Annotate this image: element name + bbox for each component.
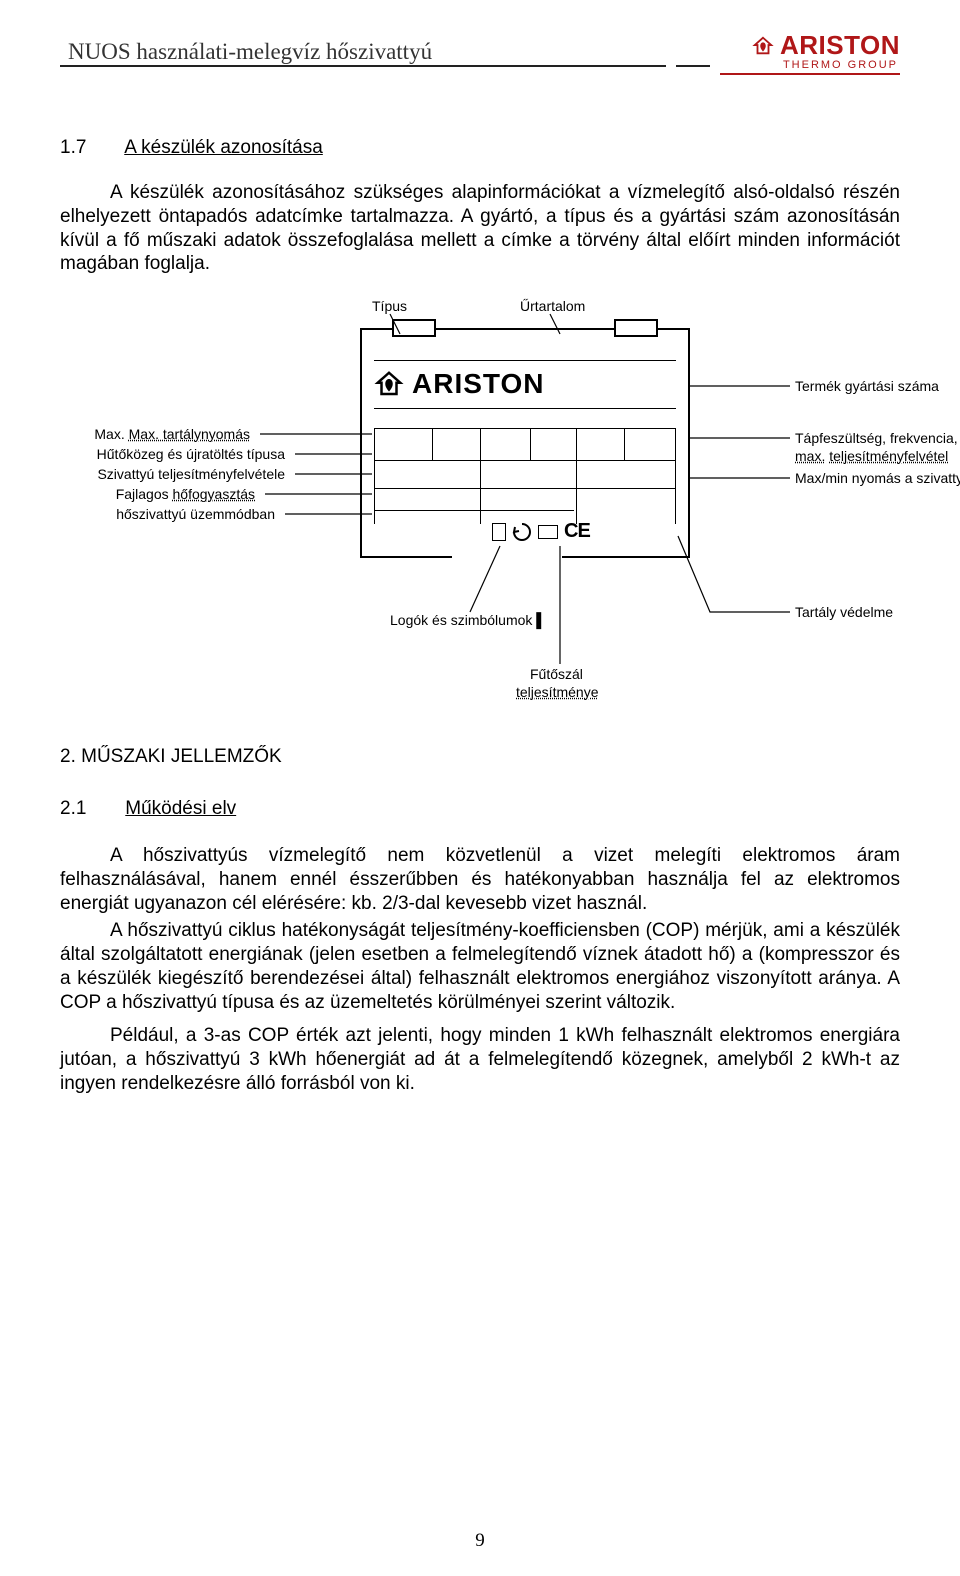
nameplate-diagram: Típus Űrtartalom ARISTON (60, 286, 900, 716)
section-name: Működési elv (125, 798, 236, 819)
label-logos: Logók és szimbólumok ▌ (390, 612, 546, 628)
label-maxmin-pressure: Max/min nyomás a szivattyúban (795, 470, 960, 486)
label-heater-1: Fűtőszál (530, 666, 583, 682)
section-2-1-p3: Például, a 3-as COP érték azt jelenti, h… (60, 1024, 900, 1095)
section-1-7-paragraph: A készülék azonosításához szükséges alap… (60, 181, 900, 276)
section-2-1-heading: 2.1 Működési elv (60, 798, 900, 820)
brand-subtitle: THERMO GROUP (783, 59, 898, 71)
label-pump-power: Szivattyú teljesítményfelvétele (97, 466, 285, 482)
section-num: 2.1 (60, 798, 120, 820)
label-heater-2: teljesítménye (516, 684, 598, 700)
label-max-tank-pressure: Max. Max. tartálynyomás (94, 426, 250, 442)
rule-short (676, 65, 710, 67)
rule-long (60, 65, 666, 67)
brand-name: ARISTON (780, 30, 900, 61)
label-hp-mode: hőszivattyú üzemmódban (116, 506, 275, 522)
label-refrigerant: Hűtőközeg és újratöltés típusa (97, 446, 285, 462)
section-2-1-p2: A hőszivattyú ciklus hatékonyságát telje… (60, 919, 900, 1014)
section-name: A készülék azonosítása (124, 137, 323, 158)
doc-title: NUOS használati-melegvíz hőszivattyú (60, 39, 432, 65)
section-1-7-heading: 1.7 A készülék azonosítása (60, 137, 900, 159)
label-serial: Termék gyártási száma (795, 378, 939, 394)
page-header: NUOS használati-melegvíz hőszivattyú ARI… (60, 30, 900, 67)
brand-logo: ARISTON THERMO GROUP (720, 30, 900, 75)
label-tank-protection: Tartály védelme (795, 604, 893, 620)
label-supply-2: max. teljesítményfelvétel (795, 448, 948, 464)
label-supply-1: Tápfeszültség, frekvencia, (795, 430, 958, 446)
section-2-heading: 2. MŰSZAKI JELLEMZŐK (60, 746, 900, 768)
house-icon (752, 35, 774, 57)
page-number: 9 (0, 1530, 960, 1552)
document-page: NUOS használati-melegvíz hőszivattyú ARI… (0, 0, 960, 1140)
brand-row: ARISTON (752, 30, 900, 61)
label-spec-consumption: Fajlagos hőfogyasztás (116, 486, 255, 502)
section-2-1-p1: A hőszivattyús vízmelegítő nem közvetlen… (60, 844, 900, 915)
section-num: 1.7 (60, 137, 120, 159)
brand-underline (720, 73, 900, 75)
